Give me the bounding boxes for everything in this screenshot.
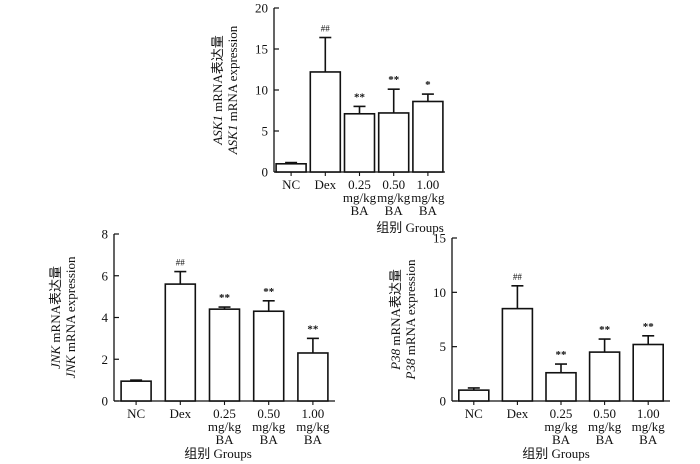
- ask1-chart: 0 5 10 15 20 NC ## Dex ** 0.25 mg/kg BA ** 0.50 mg/kg B…: [210, 1, 445, 236]
- y-tick-label: 0: [102, 394, 109, 409]
- y-tick-label: 8: [102, 227, 109, 242]
- significance-label: **: [388, 74, 400, 86]
- category-label: 0.50 mg/kg BA: [377, 177, 411, 218]
- y-tick-label: 0: [440, 394, 447, 409]
- p38-chart: 0 5 10 15 NC ## Dex ** 0.25 mg/kg BA ** 0.50 mg/kg BA *…: [388, 231, 670, 461]
- y-tick-label: 5: [440, 339, 447, 354]
- significance-label: **: [219, 292, 231, 304]
- jnk-chart: 0 2 4 6 8 NC ## Dex ** 0.25 mg/kg BA ** 0.50 mg/kg BA **…: [48, 227, 335, 461]
- bar: [412, 100, 444, 173]
- bar: [208, 308, 241, 402]
- y-tick-label: 0: [262, 165, 269, 180]
- y-axis-label: JNK mRNA表达量JNK mRNA expression: [48, 256, 78, 379]
- significance-label: ##: [513, 272, 523, 282]
- bar: [252, 310, 285, 402]
- category-label: 1.00 mg/kg BA: [411, 177, 445, 218]
- x-axis-label: 组别 Groups: [184, 446, 252, 461]
- y-tick-label: 20: [255, 1, 268, 16]
- category-label: 0.50 mg/kg BA: [252, 406, 286, 447]
- category-label: NC: [465, 406, 483, 421]
- y-axis-label: ASK1 mRNA表达量ASK1 mRNA expression: [210, 25, 240, 155]
- bar: [343, 112, 376, 173]
- y-axis-label: P38 mRNA表达量P38 mRNA expression: [388, 259, 418, 380]
- category-label: 0.25 mg/kg BA: [544, 406, 578, 447]
- significance-label: ##: [321, 24, 331, 34]
- y-tick-label: 15: [433, 231, 446, 246]
- x-axis-label: 组别 Groups: [376, 220, 444, 235]
- bar: [457, 389, 490, 402]
- category-label: 1.00 mg/kg BA: [296, 406, 330, 447]
- significance-label: ##: [176, 258, 186, 268]
- category-label: Dex: [169, 406, 191, 421]
- bar: [501, 307, 534, 402]
- significance-label: **: [643, 321, 655, 333]
- y-tick-label: 2: [102, 352, 109, 367]
- bar: [309, 71, 342, 173]
- significance-label: **: [263, 286, 275, 298]
- bar: [164, 283, 197, 402]
- category-label: Dex: [507, 406, 529, 421]
- y-tick-label: 10: [255, 83, 268, 98]
- bar: [545, 371, 577, 402]
- significance-label: *: [425, 79, 431, 91]
- y-tick-label: 4: [102, 310, 109, 325]
- bar: [275, 163, 307, 173]
- bar: [120, 380, 152, 402]
- category-label: Dex: [314, 177, 336, 192]
- bar: [377, 112, 410, 173]
- y-tick-label: 5: [262, 124, 269, 139]
- significance-label: **: [556, 349, 568, 361]
- y-tick-label: 10: [433, 285, 446, 300]
- bar: [632, 343, 665, 402]
- significance-label: **: [599, 324, 611, 336]
- category-label: 1.00 mg/kg BA: [632, 406, 666, 447]
- bar: [588, 351, 621, 402]
- category-label: NC: [127, 406, 145, 421]
- bar: [297, 352, 329, 402]
- y-tick-label: 6: [102, 268, 109, 283]
- x-axis-label: 组别 Groups: [522, 446, 590, 461]
- significance-label: **: [354, 91, 366, 103]
- significance-label: **: [307, 323, 319, 335]
- category-label: NC: [282, 177, 300, 192]
- category-label: 0.25 mg/kg BA: [208, 406, 242, 447]
- category-label: 0.50 mg/kg BA: [588, 406, 622, 447]
- y-tick-label: 15: [255, 42, 268, 57]
- category-label: 0.25 mg/kg BA: [343, 177, 377, 218]
